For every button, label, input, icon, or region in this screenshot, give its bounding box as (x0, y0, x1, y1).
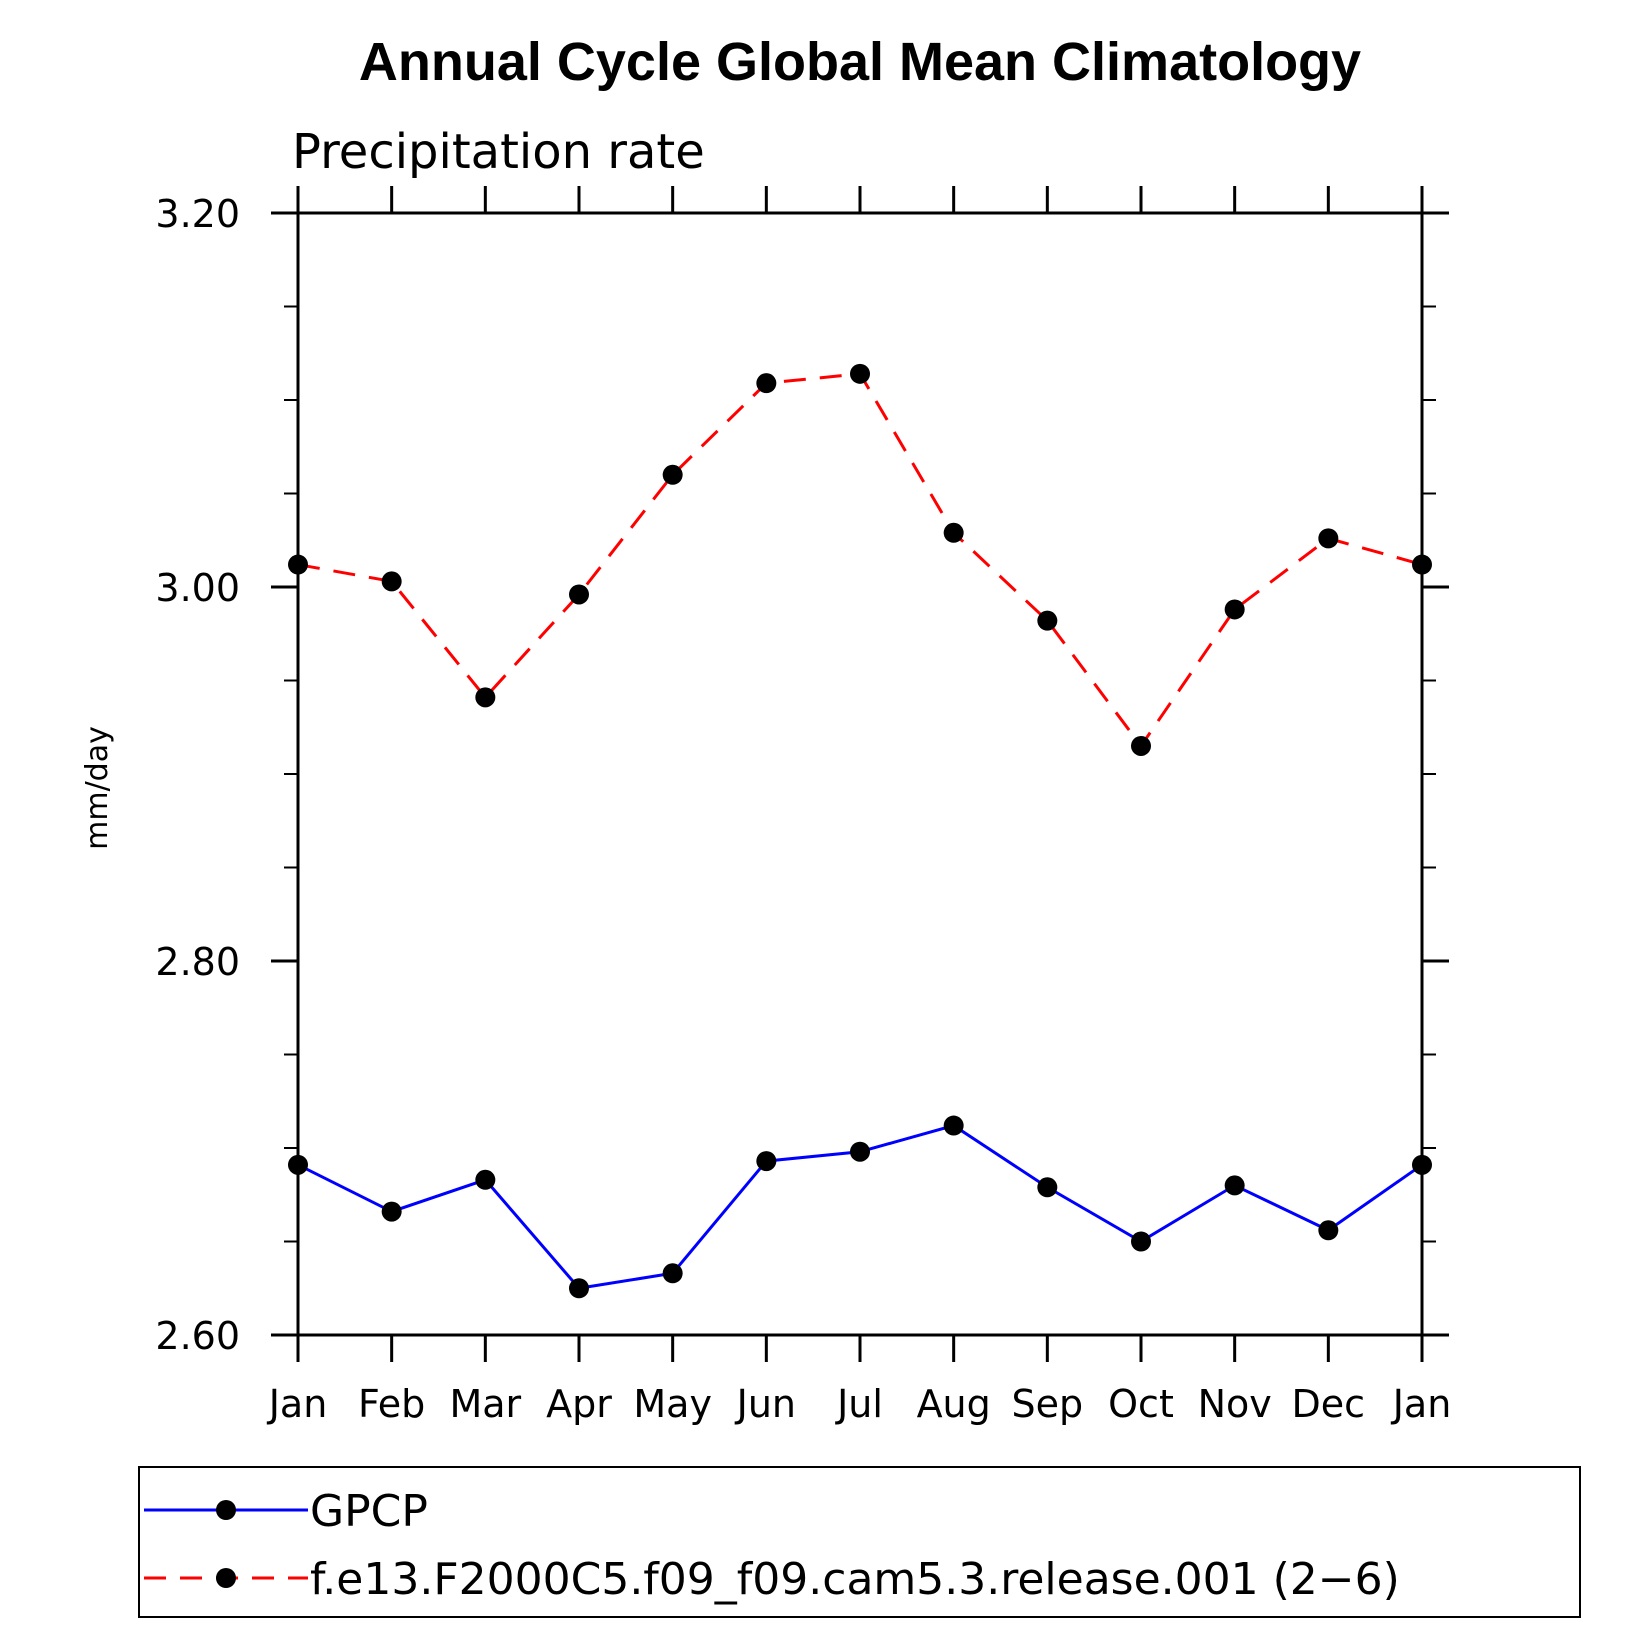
series-1-point (1131, 735, 1151, 756)
series-0-point (475, 1169, 496, 1190)
series-0-point (288, 1154, 308, 1175)
series-0-point (1037, 1177, 1058, 1198)
y-tick-label: 3.20 (155, 192, 240, 236)
series-layer (288, 363, 1432, 1299)
series-1-point (569, 584, 589, 605)
series-1-point (288, 554, 308, 575)
series-0-point (1412, 1154, 1432, 1175)
x-tick-label: Apr (546, 1382, 612, 1426)
series-0-point (1224, 1175, 1245, 1196)
series-1-point (1037, 610, 1058, 631)
series-0-point (1318, 1220, 1339, 1241)
chart-subtitle: Precipitation rate (292, 124, 705, 180)
series-1-point (475, 687, 496, 708)
series-0-point (569, 1278, 589, 1299)
series-line-1 (297, 372, 1423, 749)
series-1-point (1412, 554, 1432, 575)
x-tick-label: Nov (1198, 1382, 1272, 1426)
legend-box (138, 1466, 1581, 1618)
legend-gpcp-label: GPCP (310, 1486, 428, 1537)
legend-model-label: f.e13.F2000C5.f09_f09.cam5.3.release.001… (310, 1554, 1400, 1605)
legend: GPCP f.e13.F2000C5.f09_f09.cam5.3.releas… (138, 1466, 1581, 1618)
x-tick-label: Mar (449, 1382, 521, 1426)
series-1-point (756, 373, 777, 394)
y-tick-label: 2.60 (155, 1314, 240, 1358)
x-tick-label: Feb (358, 1382, 425, 1426)
y-tick-label: 3.00 (155, 566, 240, 610)
series-1-point (943, 522, 964, 543)
series-0-point (381, 1201, 402, 1222)
y-axis-label: mm/day (80, 726, 115, 850)
series-0-point (943, 1115, 964, 1136)
x-tick-label: Jan (1391, 1382, 1452, 1426)
x-tick-label: Jan (267, 1382, 328, 1426)
axis-ticks: Jan Feb Mar Apr May Jun Jul Aug Sep Oct Nov Dec Jan 2… (155, 186, 1451, 1426)
series-1-point (381, 571, 402, 592)
series-0-point (662, 1263, 683, 1284)
legend-model-marker (216, 1568, 236, 1588)
x-tick-label: Oct (1108, 1382, 1174, 1426)
series-0-point (850, 1141, 870, 1162)
y-tick-label: 2.80 (155, 940, 240, 984)
chart-title: Annual Cycle Global Mean Climatology (359, 32, 1361, 92)
series-1-point (662, 464, 683, 485)
series-1-point (1318, 528, 1339, 549)
x-tick-label: May (633, 1382, 712, 1426)
x-tick-label: Sep (1012, 1382, 1084, 1426)
series-0-point (1131, 1231, 1151, 1252)
series-0-point (756, 1151, 777, 1172)
x-tick-label: Aug (917, 1382, 991, 1426)
series-1-point (1224, 599, 1245, 620)
legend-gpcp-marker (216, 1500, 236, 1520)
x-tick-label: Jul (835, 1382, 883, 1426)
x-tick-label: Jun (735, 1382, 796, 1426)
x-tick-label: Dec (1292, 1382, 1366, 1426)
series-1-point (850, 363, 870, 384)
